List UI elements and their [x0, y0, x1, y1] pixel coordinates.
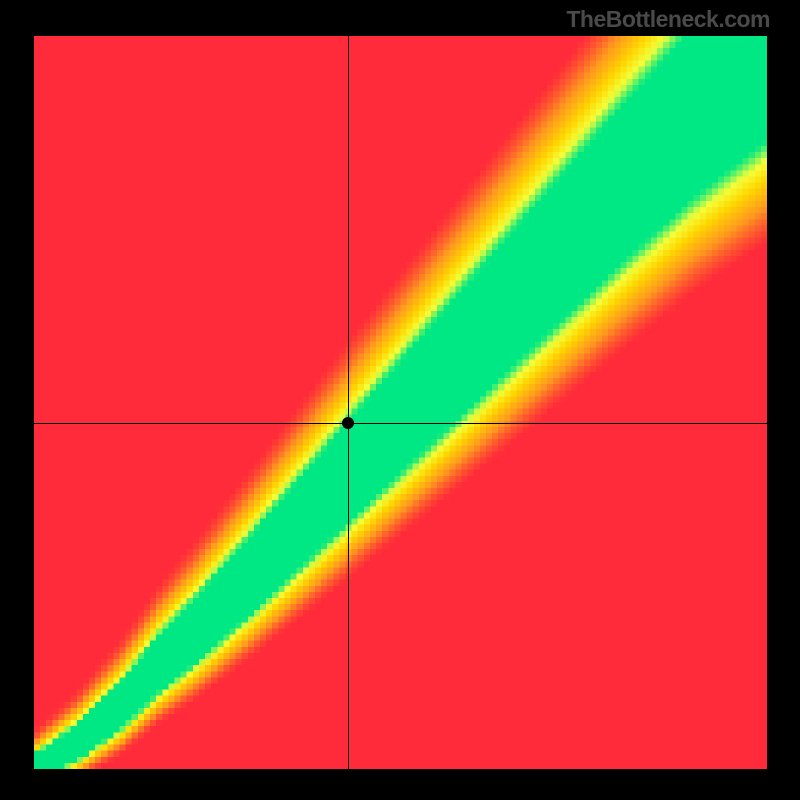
crosshair-horizontal: [34, 423, 767, 424]
crosshair-vertical: [348, 36, 349, 769]
heatmap-canvas: [34, 36, 767, 769]
attribution-text: TheBottleneck.com: [566, 6, 770, 33]
heatmap-plot: [34, 36, 767, 769]
marker-dot: [342, 417, 354, 429]
